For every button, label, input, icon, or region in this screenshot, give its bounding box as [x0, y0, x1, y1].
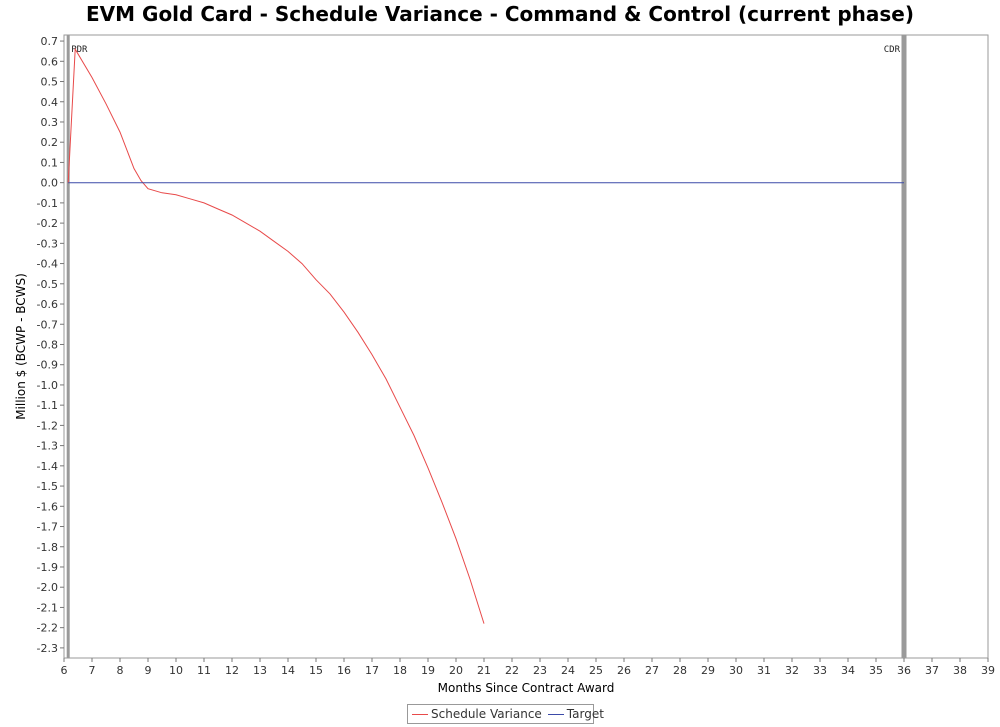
legend-item-schedule-variance: Schedule Variance: [412, 707, 542, 721]
x-tick-label-19: 19: [421, 664, 435, 677]
y-tick-label--0-9: -0.9: [37, 359, 58, 372]
x-tick-label-34: 34: [841, 664, 855, 677]
y-tick-label--0-6: -0.6: [37, 298, 58, 311]
y-tick-label-0-2: 0.2: [41, 136, 59, 149]
y-axis-title: Million $ (BCWP - BCWS): [14, 273, 28, 420]
x-tick-label-31: 31: [757, 664, 771, 677]
x-tick-label-32: 32: [785, 664, 799, 677]
y-tick-label-0-4: 0.4: [41, 96, 59, 109]
y-axis: 0.7 0.6 0.5 0.4 0.3 0.2 0.1 0.0 -0.1 -0.2 -0.3 -0.4…: [37, 35, 65, 658]
x-tick-label-8: 8: [117, 664, 124, 677]
x-tick-label-21: 21: [477, 664, 491, 677]
x-tick-label-26: 26: [617, 664, 631, 677]
y-tick-label--1-4: -1.4: [37, 460, 58, 473]
x-axis: 6 7 8 9 10 11 12 13 14 15 16 17 18 19 20 21 22 23 24 25 26 27…: [61, 657, 995, 677]
y-tick-label--0-4: -0.4: [37, 258, 58, 271]
x-tick-label-33: 33: [813, 664, 827, 677]
x-axis-title: Months Since Contract Award: [438, 681, 615, 695]
x-tick-label-6: 6: [61, 664, 68, 677]
x-tick-label-14: 14: [281, 664, 295, 677]
y-tick-label--1-0: -1.0: [37, 379, 58, 392]
y-tick-label-0-1: 0.1: [41, 156, 59, 169]
plot-area: [63, 34, 989, 659]
x-tick-label-22: 22: [505, 664, 519, 677]
x-tick-label-17: 17: [365, 664, 379, 677]
legend-item-target: Target: [547, 707, 604, 721]
y-tick-label-0-7: 0.7: [41, 35, 59, 48]
y-tick-label--2-0: -2.0: [37, 581, 58, 594]
x-tick-label-20: 20: [449, 664, 463, 677]
y-tick-label-0-6: 0.6: [41, 55, 59, 68]
y-tick-label--1-6: -1.6: [37, 500, 58, 513]
y-tick-label--0-3: -0.3: [37, 237, 58, 250]
y-tick-label--1-2: -1.2: [37, 419, 58, 432]
x-tick-label-25: 25: [589, 664, 603, 677]
y-tick-label-0-0: 0.0: [41, 177, 59, 190]
x-tick-label-12: 12: [225, 664, 239, 677]
legend-label-target: Target: [566, 707, 604, 721]
series-layer: [67, 47, 904, 624]
y-tick-label--1-3: -1.3: [37, 440, 58, 453]
y-tick-label--0-7: -0.7: [37, 318, 58, 331]
x-tick-label-30: 30: [729, 664, 743, 677]
x-tick-label-13: 13: [253, 664, 267, 677]
y-tick-label--1-5: -1.5: [37, 480, 58, 493]
milestone-label-cdr: CDR: [884, 45, 901, 55]
legend-label-schedule-variance: Schedule Variance: [431, 707, 542, 721]
y-tick-label--1-9: -1.9: [37, 561, 58, 574]
x-tick-label-10: 10: [169, 664, 183, 677]
x-tick-label-27: 27: [645, 664, 659, 677]
y-tick-label--0-2: -0.2: [37, 217, 58, 230]
x-tick-label-37: 37: [925, 664, 939, 677]
x-tick-label-9: 9: [145, 664, 152, 677]
y-tick-label--1-1: -1.1: [37, 399, 58, 412]
x-tick-label-16: 16: [337, 664, 351, 677]
x-tick-label-24: 24: [561, 664, 575, 677]
x-tick-label-7: 7: [89, 664, 96, 677]
legend-swatch-target: [547, 713, 564, 715]
series-line-schedule-variance: [67, 47, 485, 624]
x-tick-label-11: 11: [197, 664, 211, 677]
x-tick-label-38: 38: [953, 664, 967, 677]
y-tick-label--2-3: -2.3: [37, 642, 58, 655]
x-tick-label-23: 23: [533, 664, 547, 677]
x-tick-label-28: 28: [673, 664, 687, 677]
x-tick-label-36: 36: [897, 664, 911, 677]
x-tick-label-18: 18: [393, 664, 407, 677]
x-tick-label-39: 39: [981, 664, 995, 677]
y-tick-label-0-3: 0.3: [41, 116, 59, 129]
y-tick-label--2-2: -2.2: [37, 622, 58, 635]
x-tick-label-35: 35: [869, 664, 883, 677]
y-tick-label--2-1: -2.1: [37, 601, 58, 614]
y-tick-label-0-5: 0.5: [41, 76, 59, 89]
y-tick-label--0-5: -0.5: [37, 278, 58, 291]
y-tick-label--1-7: -1.7: [37, 521, 58, 534]
legend-swatch-schedule-variance: [412, 713, 428, 715]
milestones-layer: PDR CDR: [66, 35, 907, 658]
legend: Schedule Variance Target: [407, 704, 604, 724]
chart-title: EVM Gold Card - Schedule Variance - Comm…: [86, 2, 914, 26]
x-tick-label-15: 15: [309, 664, 323, 677]
y-tick-label--0-8: -0.8: [37, 338, 58, 351]
x-tick-label-29: 29: [701, 664, 715, 677]
y-tick-label--0-1: -0.1: [37, 197, 58, 210]
milestone-label-pdr: PDR: [71, 45, 88, 55]
y-tick-label--1-8: -1.8: [37, 541, 58, 554]
